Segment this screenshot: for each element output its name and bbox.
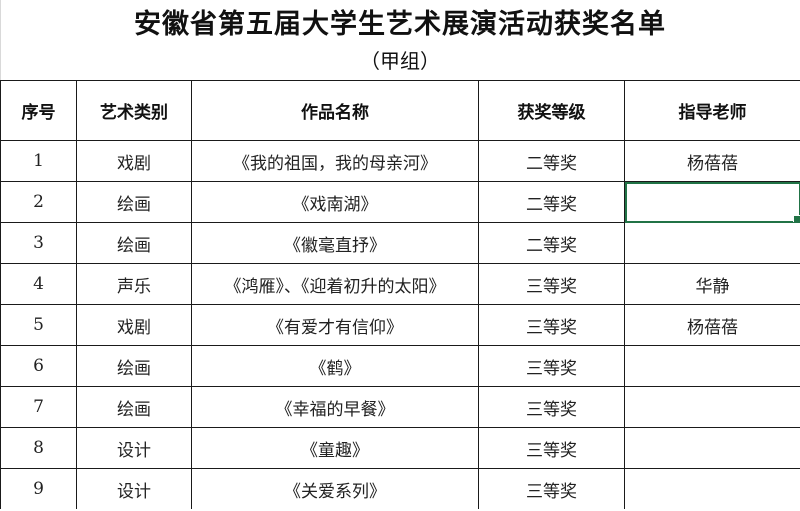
cell-category[interactable]: 绘画 <box>76 345 192 387</box>
page-subtitle: （甲组） <box>360 49 440 73</box>
cell-teacher[interactable] <box>624 468 800 509</box>
title-block[interactable]: 安徽省第五届大学生艺术展演活动获奖名单 （甲组） <box>0 0 800 80</box>
cell-no[interactable]: 7 <box>0 386 77 428</box>
table-row: 7 绘画 《幸福的早餐》 三等奖 <box>0 386 800 428</box>
cell-no[interactable]: 3 <box>0 222 77 264</box>
cell-category[interactable]: 绘画 <box>76 181 192 223</box>
cell-award[interactable]: 三等奖 <box>478 427 625 469</box>
table-row: 9 设计 《关爱系列》 三等奖 <box>0 468 800 509</box>
cell-category[interactable]: 声乐 <box>76 263 192 305</box>
cell-work[interactable]: 《徽毫直抒》 <box>191 222 479 264</box>
cell-work[interactable]: 《童趣》 <box>191 427 479 469</box>
cell-teacher[interactable]: 杨蓓蓓 <box>624 304 800 346</box>
cell-work[interactable]: 《有爱才有信仰》 <box>191 304 479 346</box>
cell-category[interactable]: 绘画 <box>76 222 192 264</box>
cell-teacher[interactable] <box>624 222 800 264</box>
cell-category[interactable]: 戏剧 <box>76 140 192 182</box>
table-row: 5 戏剧 《有爱才有信仰》 三等奖 杨蓓蓓 <box>0 304 800 346</box>
cell-award[interactable]: 三等奖 <box>478 386 625 428</box>
table-row: 4 声乐 《鸿雁》、《迎着初升的太阳》 三等奖 华静 <box>0 263 800 305</box>
cell-no[interactable]: 4 <box>0 263 77 305</box>
cell-work[interactable]: 《关爱系列》 <box>191 468 479 509</box>
page-title: 安徽省第五届大学生艺术展演活动获奖名单 <box>134 9 666 40</box>
header-cell-no[interactable]: 序号 <box>0 80 77 141</box>
header-cell-work[interactable]: 作品名称 <box>191 80 479 141</box>
cell-teacher[interactable]: 华静 <box>624 263 800 305</box>
cell-teacher[interactable]: 杨蓓蓓 <box>624 140 800 182</box>
table-row: 2 绘画 《戏南湖》 二等奖 <box>0 181 800 223</box>
cell-award[interactable]: 三等奖 <box>478 304 625 346</box>
cell-award[interactable]: 三等奖 <box>478 468 625 509</box>
cell-award[interactable]: 二等奖 <box>478 222 625 264</box>
cell-work[interactable]: 《鸿雁》、《迎着初升的太阳》 <box>191 263 479 305</box>
header-cell-award[interactable]: 获奖等级 <box>478 80 625 141</box>
cell-work[interactable]: 《戏南湖》 <box>191 181 479 223</box>
cell-no[interactable]: 2 <box>0 181 77 223</box>
award-table: 序号 艺术类别 作品名称 获奖等级 指导老师 1 戏剧 《我的祖国，我的母亲河》… <box>0 80 800 509</box>
cell-category[interactable]: 绘画 <box>76 386 192 428</box>
sheet-left-gridline <box>0 0 1 80</box>
table-row: 8 设计 《童趣》 三等奖 <box>0 427 800 469</box>
table-header-row: 序号 艺术类别 作品名称 获奖等级 指导老师 <box>0 80 800 141</box>
cell-work[interactable]: 《鹤》 <box>191 345 479 387</box>
table-row: 3 绘画 《徽毫直抒》 二等奖 <box>0 222 800 264</box>
cell-award[interactable]: 三等奖 <box>478 345 625 387</box>
cell-no[interactable]: 6 <box>0 345 77 387</box>
cell-no[interactable]: 5 <box>0 304 77 346</box>
header-cell-category[interactable]: 艺术类别 <box>76 80 192 141</box>
cell-no[interactable]: 8 <box>0 427 77 469</box>
cell-no[interactable]: 9 <box>0 468 77 509</box>
cell-teacher[interactable] <box>624 427 800 469</box>
cell-award[interactable]: 三等奖 <box>478 263 625 305</box>
header-cell-teacher[interactable]: 指导老师 <box>624 80 800 141</box>
cell-teacher[interactable] <box>624 345 800 387</box>
cell-category[interactable]: 设计 <box>76 468 192 509</box>
cell-teacher-selected[interactable] <box>624 181 800 223</box>
cell-award[interactable]: 二等奖 <box>478 140 625 182</box>
cell-work[interactable]: 《我的祖国，我的母亲河》 <box>191 140 479 182</box>
table-row: 6 绘画 《鹤》 三等奖 <box>0 345 800 387</box>
cell-no[interactable]: 1 <box>0 140 77 182</box>
cell-work[interactable]: 《幸福的早餐》 <box>191 386 479 428</box>
table-row: 1 戏剧 《我的祖国，我的母亲河》 二等奖 杨蓓蓓 <box>0 140 800 182</box>
cell-teacher[interactable] <box>624 386 800 428</box>
fill-handle[interactable] <box>793 215 800 222</box>
cell-category[interactable]: 戏剧 <box>76 304 192 346</box>
cell-award[interactable]: 二等奖 <box>478 181 625 223</box>
cell-category[interactable]: 设计 <box>76 427 192 469</box>
